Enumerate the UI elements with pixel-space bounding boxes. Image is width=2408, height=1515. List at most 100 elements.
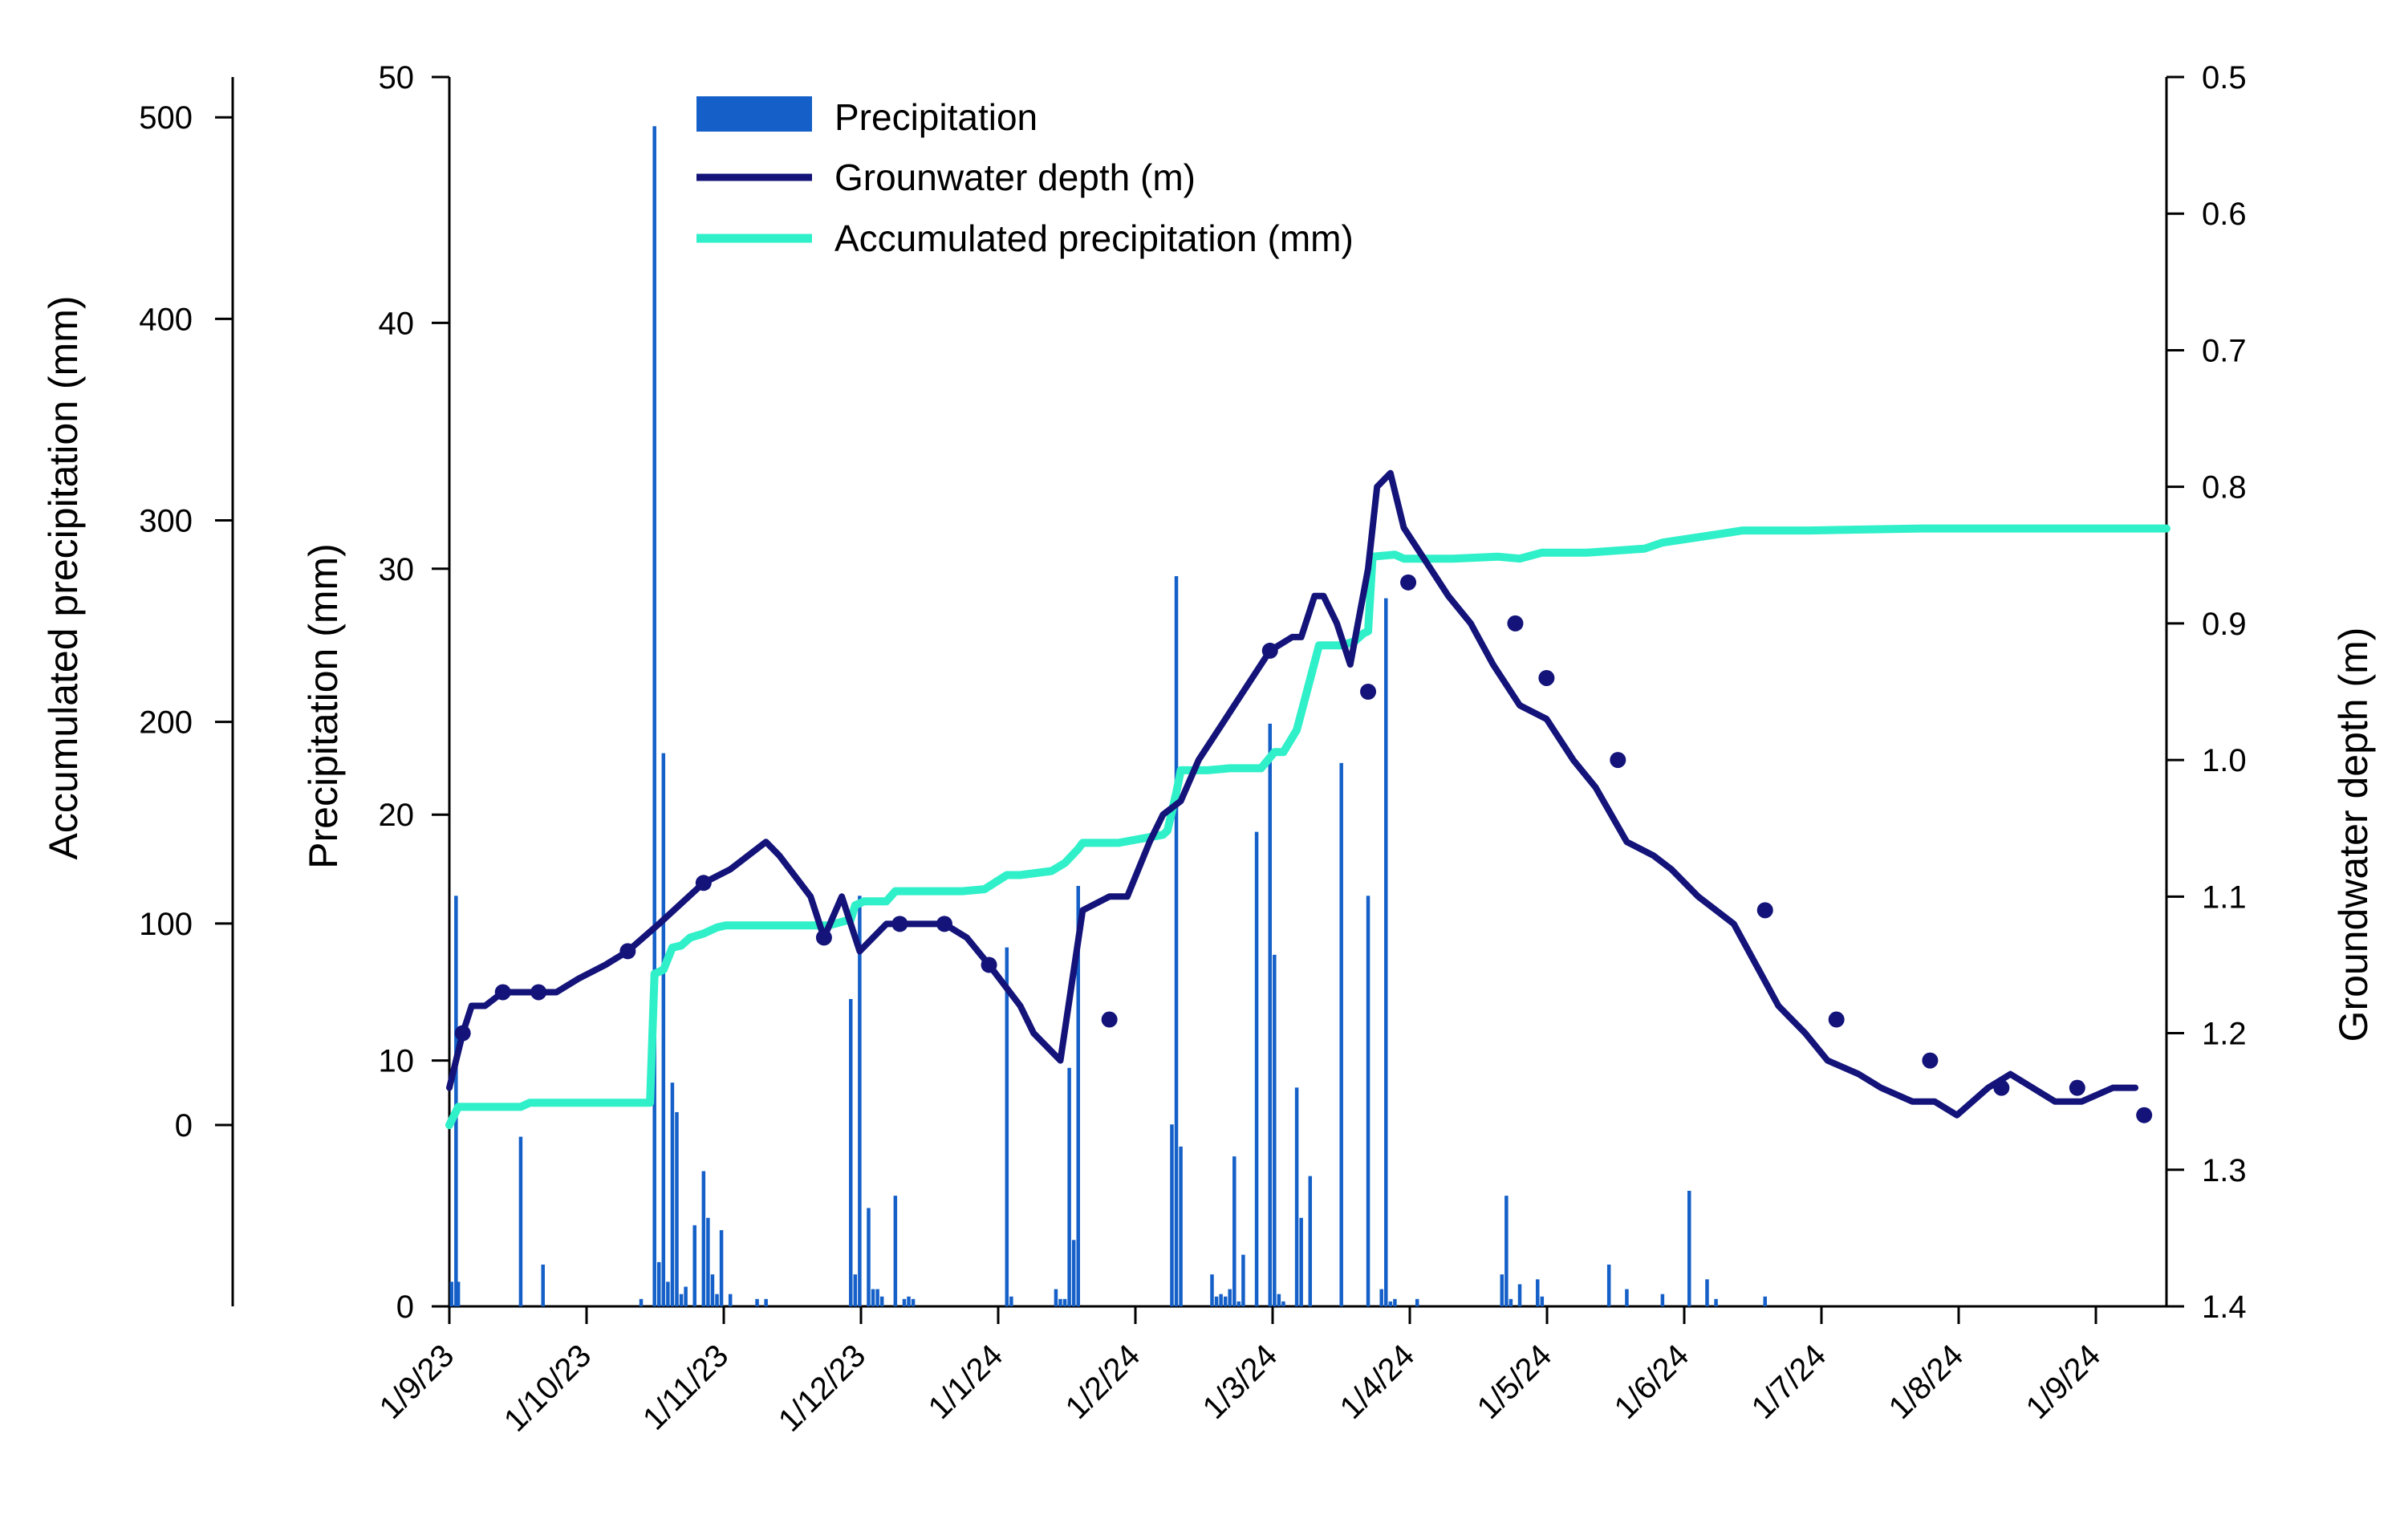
precipitation-bar [1223,1296,1228,1306]
precipitation-bar [684,1286,688,1306]
precipitation-bar [1339,762,1343,1306]
legend: Precipitation Grounwater depth (m) Accum… [696,96,1354,259]
accumulated-tick-label: 500 [139,100,193,136]
precipitation-tick-label: 30 [379,552,415,587]
x-tick-label: 1/8/24 [1882,1338,1971,1426]
accumulated-tick-label: 400 [139,302,193,337]
precipitation-bar [456,1281,461,1306]
precipitation-bar [911,1298,916,1306]
groundwater-point [619,943,636,960]
groundwater-point [1610,752,1626,769]
accumulated-tick-label: 100 [139,907,193,942]
precipitation-bar [652,126,656,1306]
precipitation-bar [1174,575,1179,1306]
groundwater-tick-label: 1.0 [2202,743,2247,778]
precipitation-bar [670,1082,675,1306]
groundwater-tick-label: 0.7 [2202,333,2247,368]
precipitation-bar [661,753,666,1306]
groundwater-point [891,916,908,932]
legend-label-groundwater: Grounwater depth (m) [834,156,1196,198]
precipitation-bar [1500,1274,1504,1306]
precipitation-bar [656,1261,661,1306]
precipitation-bar [755,1298,759,1306]
groundwater-point [1828,1011,1845,1028]
precipitation-bar [1540,1296,1545,1306]
precipitation-bar [1228,1289,1232,1306]
groundwater-point [1360,684,1377,700]
precipitation-bar [1170,1124,1174,1306]
groundwater-tick-label: 1.3 [2202,1153,2247,1188]
precipitation-bar [518,1136,523,1306]
precipitation-bar [1005,947,1009,1306]
x-tick-label: 1/12/23 [772,1338,872,1438]
precipitation-bar [1763,1296,1767,1306]
groundwater-tick-label: 1.1 [2202,879,2247,915]
groundwater-point [1993,1079,2010,1096]
precipitation-bar [1504,1196,1509,1306]
precipitation-bar [454,896,458,1306]
precipitation-tick-label: 20 [379,798,415,833]
precipitation-bar [1277,1294,1281,1306]
accumulated-axis-title: Accumulated precipitation (mm) [41,295,86,859]
precipitation-bar [710,1274,715,1306]
groundwater-point [2136,1107,2153,1123]
precipitation-bar [871,1289,875,1306]
precipitation-bar [1384,598,1388,1306]
groundwater-point [981,957,997,973]
x-tick-label: 1/7/24 [1745,1338,1833,1426]
precipitation-bar [853,1274,858,1306]
groundwater-point [695,875,712,892]
precipitation-bar [1210,1274,1214,1306]
precipitation-axis-title: Precipitation (mm) [301,543,346,869]
groundwater-tick-label: 0.6 [2202,197,2247,232]
precipitation-bar [1232,1156,1236,1306]
precipitation-bar [1366,896,1370,1306]
precipitation-bar [1009,1296,1013,1306]
precipitation-bar [715,1294,719,1306]
precipitation-bar [541,1264,545,1306]
groundwater-point [530,984,547,1001]
precipitation-bar [639,1298,644,1306]
precipitation-tick-label: 0 [396,1290,414,1325]
precipitation-bar [1241,1254,1245,1306]
groundwater-point [454,1025,471,1042]
precipitation-bar [849,999,853,1306]
precipitation-bar [1517,1284,1522,1306]
groundwater-point [1922,1052,1939,1069]
groundwater-point [815,929,832,946]
precipitation-bar [1509,1298,1513,1306]
groundwater-point [1756,902,1773,919]
accumulated-tick-label: 0 [175,1108,193,1143]
groundwater-point [494,984,511,1001]
x-tick-label: 1/9/23 [373,1338,461,1426]
precipitation-bar [1058,1298,1062,1306]
groundwater-line [446,469,2139,1119]
precipitation-bar [1254,831,1259,1306]
x-tick-label: 1/10/23 [497,1338,598,1438]
precipitation-bar [1299,1217,1303,1306]
precipitation-bar [1687,1190,1691,1306]
precipitation-bar [1606,1264,1611,1306]
groundwater-point [1261,642,1278,659]
precipitation-bar [719,1230,724,1306]
x-tick-label: 1/11/23 [636,1338,735,1436]
precipitation-bar [728,1294,733,1306]
groundwater-axis-title: Groundwater depth (m) [2331,628,2376,1042]
precipitation-tick-label: 10 [379,1044,415,1079]
precipitation-bar [1294,1087,1299,1306]
precipitation-bar [1219,1294,1223,1306]
precipitation-bar [1273,954,1277,1306]
precipitation-bar [706,1217,710,1306]
legend-swatch-precipitation [696,96,812,132]
precipitation-tick-label: 50 [379,60,415,95]
precipitation-bar [879,1296,884,1306]
precipitation-bar [907,1296,911,1306]
precipitation-bar [692,1225,696,1306]
groundwater-point [1507,615,1524,632]
precipitation-bar [1625,1289,1629,1306]
precipitation-bar [1071,1240,1076,1306]
precipitation-bar [1705,1279,1709,1306]
precipitation-bar [1268,723,1273,1306]
precipitation-bar [1214,1296,1219,1306]
